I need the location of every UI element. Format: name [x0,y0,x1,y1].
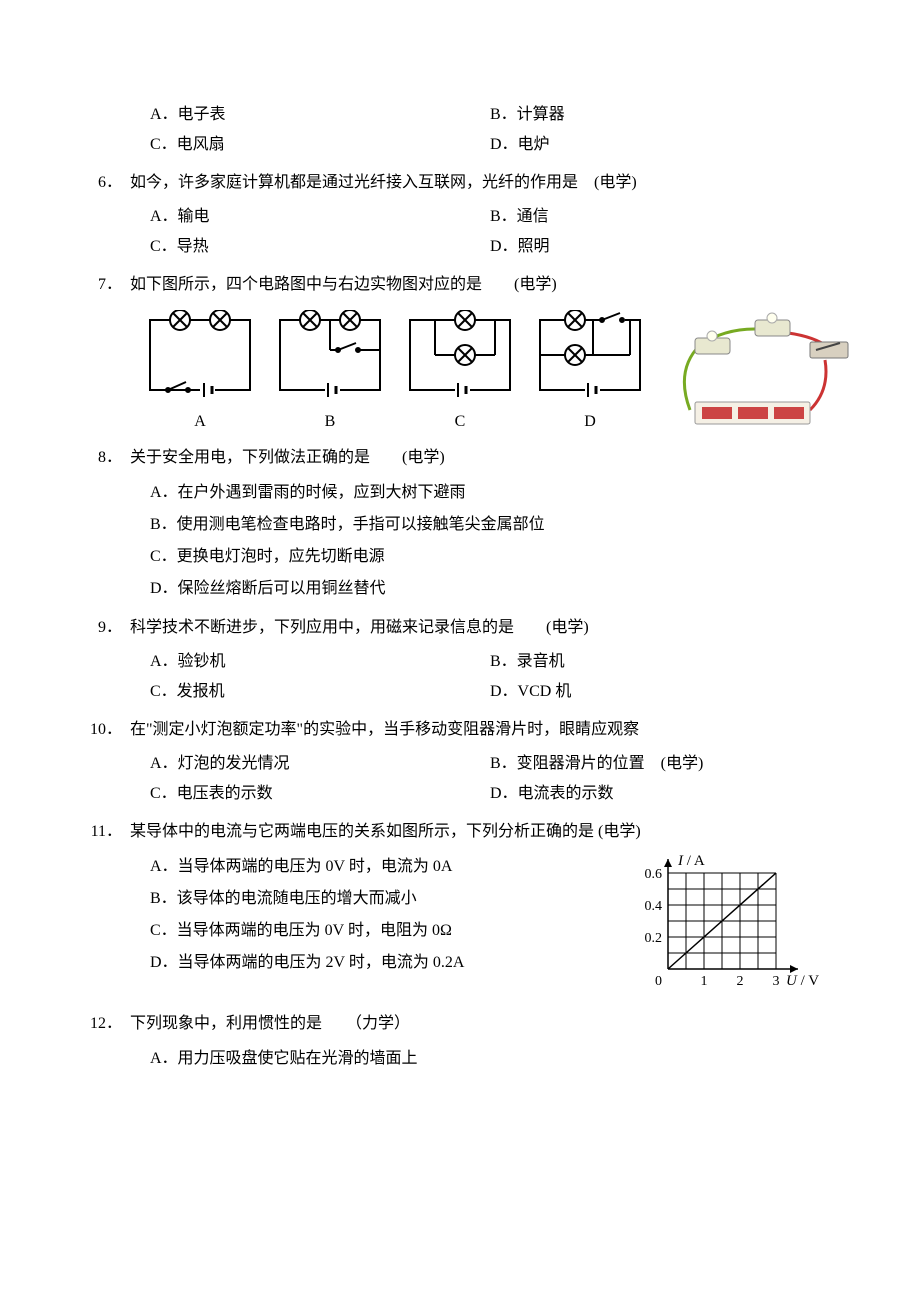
svg-text:1: 1 [701,974,708,989]
q10-opt-a: A．灯泡的发光情况 [150,749,490,779]
circuit-a: A [140,310,260,431]
circuit-c-svg [400,310,520,400]
q9-opt-c: C．发报机 [150,677,490,707]
q11-chart: 1 2 3 0.2 0.4 0.6 0 I / A U / V [620,851,830,1001]
q10-stem: 在"测定小灯泡额定功率"的实验中，当手移动变阻器滑片时，眼睛应观察 [130,715,830,745]
q11-opt-d: D．当导体两端的电压为 2V 时，电流为 0.2A [150,947,620,979]
svg-text:3: 3 [773,974,780,989]
q5-opt-a: A．电子表 [150,100,490,130]
q5-options: A．电子表 B．计算器 C．电风扇 D．电炉 [90,100,830,160]
q5-opt-b: B．计算器 [490,100,830,130]
q6-opt-d: D．照明 [490,232,830,262]
q8-opt-d: D．保险丝熔断后可以用铜丝替代 [150,573,830,605]
svg-text:2: 2 [737,974,744,989]
q9-opt-a: A．验钞机 [150,647,490,677]
q11-opt-a: A．当导体两端的电压为 0V 时，电流为 0A [150,851,620,883]
q11-options: A．当导体两端的电压为 0V 时，电流为 0A B．该导体的电流随电压的增大而减… [90,851,620,979]
circuit-b: B [270,310,390,431]
svg-text:I / A: I / A [677,853,705,869]
circuit-b-label: B [270,413,390,431]
q11-number: 11． [90,817,130,847]
question-12: 12． 下列现象中，利用惯性的是 （力学） A．用力压吸盘使它贴在光滑的墙面上 [90,1009,830,1075]
q9-stem: 科学技术不断进步，下列应用中，用磁来记录信息的是 (电学) [130,613,830,643]
svg-text:0: 0 [655,974,662,989]
q10-opt-d: D．电流表的示数 [490,779,830,809]
q8-opt-b: B．使用测电笔检查电路时，手指可以接触笔尖金属部位 [150,509,830,541]
circuit-d: D [530,310,650,431]
q6-opt-c: C．导热 [150,232,490,262]
q6-number: 6． [90,168,130,198]
circuit-photo [660,310,860,435]
q9-options: A．验钞机 B．录音机 C．发报机 D．VCD 机 [90,647,830,707]
q6-opt-a: A．输电 [150,202,490,232]
circuit-photo-svg [660,310,860,430]
q11-opt-b: B．该导体的电流随电压的增大而减小 [150,883,620,915]
circuit-b-svg [270,310,390,400]
exam-page: A．电子表 B．计算器 C．电风扇 D．电炉 6． 如今，许多家庭计算机都是通过… [0,0,920,1143]
question-8: 8． 关于安全用电，下列做法正确的是 (电学) A．在户外遇到雷雨的时候，应到大… [90,443,830,605]
q5-opt-c: C．电风扇 [150,130,490,160]
q7-stem: 如下图所示，四个电路图中与右边实物图对应的是 (电学) [130,270,830,300]
chart-svg: 1 2 3 0.2 0.4 0.6 0 I / A U / V [620,851,830,996]
q9-number: 9． [90,613,130,643]
svg-text:0.6: 0.6 [645,867,663,882]
circuit-a-svg [140,310,260,400]
circuit-a-label: A [140,413,260,431]
q9-opt-b: B．录音机 [490,647,830,677]
q10-number: 10． [90,715,130,745]
q12-number: 12． [90,1009,130,1039]
q7-diagrams: A [90,310,830,435]
circuit-c: C [400,310,520,431]
q12-opt-a: A．用力压吸盘使它贴在光滑的墙面上 [150,1043,830,1075]
q8-stem: 关于安全用电，下列做法正确的是 (电学) [130,443,830,473]
q12-stem: 下列现象中，利用惯性的是 （力学） [130,1009,830,1039]
question-5-partial: A．电子表 B．计算器 C．电风扇 D．电炉 [90,100,830,160]
q9-opt-d: D．VCD 机 [490,677,830,707]
question-10: 10． 在"测定小灯泡额定功率"的实验中，当手移动变阻器滑片时，眼睛应观察 A．… [90,715,830,809]
q11-opt-c: C．当导体两端的电压为 0V 时，电阻为 0Ω [150,915,620,947]
circuit-d-label: D [530,413,650,431]
svg-text:U / V: U / V [786,973,819,989]
q10-opt-b: B．变阻器滑片的位置 (电学) [490,749,830,779]
q12-options: A．用力压吸盘使它贴在光滑的墙面上 [90,1043,830,1075]
q11-stem: 某导体中的电流与它两端电压的关系如图所示，下列分析正确的是 (电学) [130,817,830,847]
q8-options: A．在户外遇到雷雨的时候，应到大树下避雨 B．使用测电笔检查电路时，手指可以接触… [90,477,830,605]
q8-opt-c: C．更换电灯泡时，应先切断电源 [150,541,830,573]
q5-opt-d: D．电炉 [490,130,830,160]
q8-number: 8． [90,443,130,473]
q10-opt-c: C．电压表的示数 [150,779,490,809]
q6-options: A．输电 B．通信 C．导热 D．照明 [90,202,830,262]
q7-number: 7． [90,270,130,300]
question-9: 9． 科学技术不断进步，下列应用中，用磁来记录信息的是 (电学) A．验钞机 B… [90,613,830,707]
question-11: 11． 某导体中的电流与它两端电压的关系如图所示，下列分析正确的是 (电学) A… [90,817,830,1001]
q6-opt-b: B．通信 [490,202,830,232]
svg-text:0.2: 0.2 [645,931,663,946]
question-6: 6． 如今，许多家庭计算机都是通过光纤接入互联网，光纤的作用是 (电学) A．输… [90,168,830,262]
circuit-d-svg [530,310,650,400]
q10-options: A．灯泡的发光情况 B．变阻器滑片的位置 (电学) C．电压表的示数 D．电流表… [90,749,830,809]
circuit-c-label: C [400,413,520,431]
q6-stem: 如今，许多家庭计算机都是通过光纤接入互联网，光纤的作用是 (电学) [130,168,830,198]
svg-text:0.4: 0.4 [645,899,663,914]
q8-opt-a: A．在户外遇到雷雨的时候，应到大树下避雨 [150,477,830,509]
question-7: 7． 如下图所示，四个电路图中与右边实物图对应的是 (电学) [90,270,830,435]
